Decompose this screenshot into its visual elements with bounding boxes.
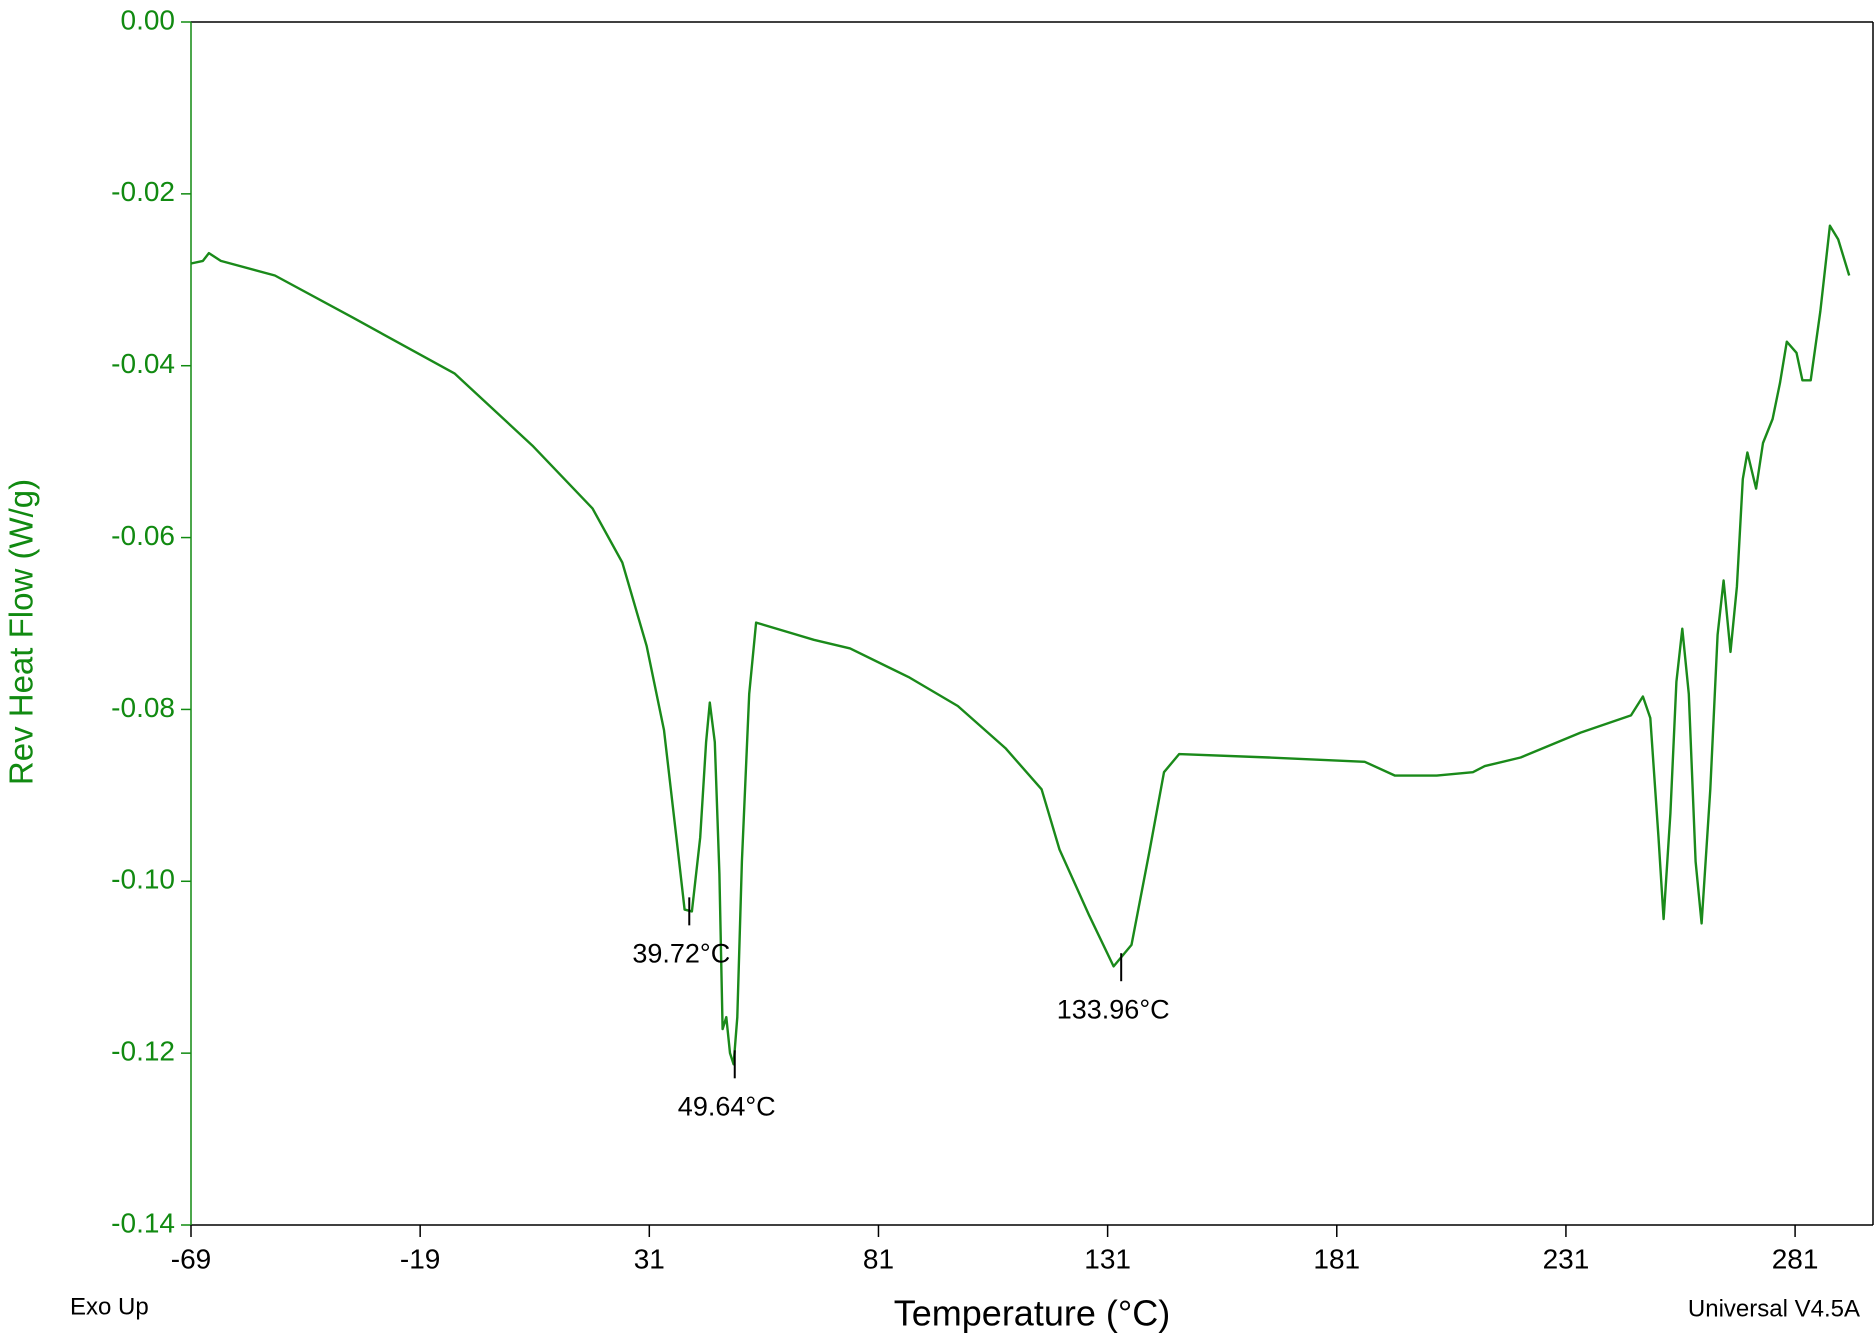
- data-line: [190, 224, 1851, 1066]
- x-tick-label: 31: [634, 1243, 665, 1274]
- y-axis-title: Rev Heat Flow (W/g): [3, 479, 40, 785]
- peak-label: 39.72°C: [632, 938, 730, 968]
- x-tick-label: 231: [1543, 1243, 1590, 1274]
- x-tick-label: 81: [863, 1243, 894, 1274]
- peak-label: 49.64°C: [678, 1091, 776, 1121]
- x-axis-title: Temperature (°C): [894, 1293, 1170, 1334]
- y-tick-label: -0.12: [111, 1036, 175, 1067]
- x-tick-label: 131: [1084, 1243, 1131, 1274]
- y-tick-label: -0.10: [111, 864, 175, 895]
- x-tick-label: 281: [1772, 1243, 1819, 1274]
- y-tick-label: -0.04: [111, 348, 175, 379]
- x-tick-label: -69: [171, 1243, 211, 1274]
- y-tick-label: -0.14: [111, 1207, 175, 1238]
- x-tick-label: -19: [400, 1243, 440, 1274]
- y-tick-label: -0.02: [111, 176, 175, 207]
- peak-label: 133.96°C: [1057, 994, 1170, 1024]
- y-tick-label: -0.06: [111, 520, 175, 551]
- footer-left: Exo Up: [70, 1293, 149, 1320]
- y-tick-label: -0.08: [111, 692, 175, 723]
- y-tick-label: 0.00: [121, 4, 176, 35]
- x-tick-label: 181: [1313, 1243, 1360, 1274]
- footer-right: Universal V4.5A: [1688, 1295, 1860, 1322]
